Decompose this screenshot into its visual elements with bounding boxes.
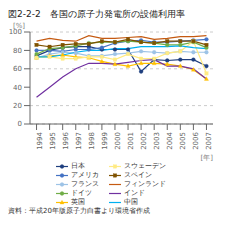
svg-text:2001: 2001: [127, 132, 135, 150]
html-text:フィンランド: フィンランド: [123, 180, 166, 188]
svg-text:60: 60: [13, 65, 22, 73]
svg-text:[年]: [年]: [201, 154, 214, 162]
html-text:フランス: フランス: [70, 180, 99, 188]
html-text:図2-2-2 各国の原子力発電所の設備利用率: 図2-2-2 各国の原子力発電所の設備利用率: [8, 9, 185, 19]
svg-text:1998: 1998: [88, 132, 96, 150]
html-text:スウェーデン: スウェーデン: [123, 162, 166, 170]
svg-text:0: 0: [18, 120, 22, 128]
svg-text:1994: 1994: [36, 131, 44, 149]
svg-text:2000: 2000: [114, 132, 122, 150]
svg-text:2002: 2002: [140, 132, 148, 150]
html-text:日本: 日本: [70, 162, 85, 170]
html-text:中国: 中国: [123, 198, 138, 206]
html-text:スペイン: スペイン: [123, 171, 152, 179]
svg-text:40: 40: [13, 84, 22, 92]
svg-text:1996: 1996: [62, 131, 70, 149]
svg-text:80: 80: [13, 47, 22, 55]
svg-text:2005: 2005: [179, 132, 187, 150]
svg-text:1997: 1997: [75, 132, 83, 150]
svg-text:1999: 1999: [101, 132, 109, 150]
html-text:資料：平成20年版原子力白書より環境省作成: 資料：平成20年版原子力白書より環境省作成: [8, 207, 150, 215]
html-text:インド: インド: [123, 189, 145, 197]
svg-text:2007: 2007: [205, 132, 213, 150]
svg-text:20: 20: [13, 102, 22, 110]
svg-text:2004: 2004: [166, 131, 174, 149]
html-text:ドイツ: ドイツ: [70, 189, 92, 197]
html-text:英国: 英国: [70, 198, 85, 206]
svg-text:1995: 1995: [49, 132, 57, 150]
svg-text:2006: 2006: [192, 131, 200, 149]
svg-text:[%]: [%]: [13, 22, 25, 30]
html-text:アメリカ: アメリカ: [70, 171, 99, 179]
svg-text:100: 100: [8, 28, 22, 37]
svg-text:2003: 2003: [153, 132, 161, 150]
